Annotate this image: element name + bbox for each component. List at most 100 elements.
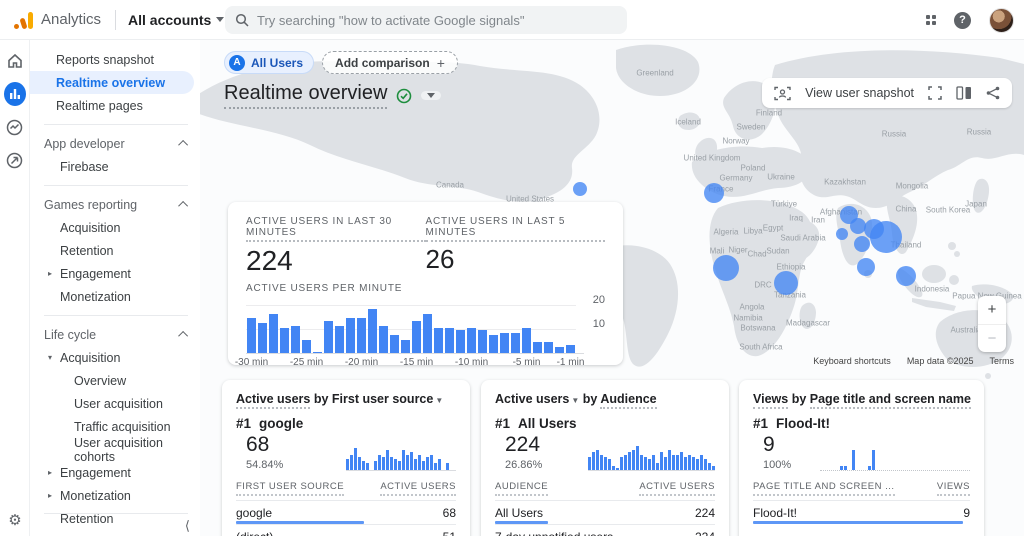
rank-value-row: 224 26.86%	[495, 433, 715, 471]
sidebar-item-overview[interactable]: Overview	[30, 369, 200, 392]
nav-section-app-developer[interactable]: App developer	[30, 132, 200, 155]
map-label-indonesia: Indonesia	[914, 284, 950, 294]
zoom-in-button[interactable]: +	[987, 301, 997, 319]
minute-bar	[280, 328, 289, 355]
analytics-logo-icon[interactable]	[14, 11, 33, 30]
sidebar-item-label: Reports snapshot	[56, 52, 154, 67]
table-row[interactable]: All Users 224	[495, 500, 715, 524]
sidebar-item-firebase[interactable]: Firebase	[30, 155, 200, 178]
help-icon[interactable]: ?	[954, 11, 971, 29]
add-comparison-button[interactable]: Add comparison +	[322, 51, 458, 74]
sidebar-item-monetization[interactable]: Monetization	[30, 285, 200, 308]
spark-bar	[868, 465, 871, 470]
card-title[interactable]: Views by Page title and screen name	[753, 392, 971, 409]
metric-5min-value: 26	[425, 244, 455, 274]
left-rail: ⚙	[0, 40, 30, 536]
zoom-out-button[interactable]: −	[978, 323, 1006, 353]
sidebar-item-user-acquisition[interactable]: User acquisition	[30, 392, 200, 415]
minute-bar	[445, 328, 454, 355]
card-title-part: Audience	[600, 392, 657, 409]
sidebar-item-realtime-overview[interactable]: Realtime overview	[30, 71, 194, 94]
spark-bar	[640, 454, 643, 470]
spark-bar	[430, 454, 433, 470]
row-value-bar	[495, 521, 548, 524]
home-icon[interactable]	[4, 50, 26, 72]
map-label-mongolia: Mongolia	[895, 181, 929, 191]
sidebar-item-engagement[interactable]: ▸ Engagement	[30, 262, 200, 285]
metric-30min-label: ACTIVE USERS IN LAST 30 MINUTES	[246, 216, 426, 242]
collapse-sidebar-icon[interactable]: ⟨	[184, 518, 190, 533]
table-row[interactable]: (direct) 51	[236, 524, 456, 536]
spark-bar	[652, 454, 655, 470]
card-first-user-source: Active users by First user source ▼ #1 goog…	[222, 380, 470, 536]
comparison-chips: A All Users Add comparison +	[224, 51, 458, 74]
chevron-down-icon[interactable]: ▼	[435, 396, 444, 405]
sidebar-item-realtime-pages[interactable]: Realtime pages	[30, 94, 200, 117]
spark-bar	[608, 459, 611, 470]
minute-bar	[555, 347, 564, 355]
table-header[interactable]: VIEWS	[936, 481, 970, 496]
table-row[interactable]: 7-day unnotified users 224	[495, 524, 715, 536]
view-user-snapshot-label[interactable]: View user snapshot	[805, 86, 914, 100]
search-input[interactable]	[257, 12, 617, 28]
account-selector[interactable]: All accounts	[128, 12, 225, 28]
search-bar[interactable]	[225, 6, 627, 34]
spark-bar	[350, 454, 353, 470]
sidebar-item-reports-snapshot[interactable]: Reports snapshot	[30, 48, 200, 71]
x-tick-label: -10 min	[454, 357, 489, 369]
sidebar-item-label: Realtime pages	[56, 98, 143, 113]
spark-bar	[628, 452, 631, 470]
gear-icon[interactable]: ⚙	[8, 512, 22, 529]
keyboard-shortcuts-link[interactable]: Keyboard shortcuts	[813, 356, 891, 366]
avatar[interactable]	[989, 7, 1014, 33]
table-row[interactable]: google 68	[236, 500, 456, 524]
table-header[interactable]: ACTIVE USERS	[380, 481, 456, 496]
sidebar-item-monetization[interactable]: ▸ Monetization	[30, 484, 200, 507]
realtime-metrics-card: ACTIVE USERS IN LAST 30 MINUTES 224 ACTI…	[228, 202, 623, 369]
map-label-russia: Russia	[881, 129, 907, 139]
metric-30min-value: 224	[246, 245, 293, 276]
advertising-icon[interactable]	[4, 149, 26, 171]
nav-section-life-cycle[interactable]: Life cycle	[30, 323, 200, 346]
fullscreen-icon[interactable]	[928, 86, 942, 100]
sidebar-item-retention[interactable]: Retention	[30, 239, 200, 262]
spark-bar	[362, 461, 365, 470]
share-icon[interactable]	[986, 86, 1000, 100]
table-header[interactable]: AUDIENCE	[495, 481, 549, 496]
apps-grid-icon[interactable]	[925, 14, 936, 26]
minute-bar	[467, 328, 476, 355]
main-panel: Greenland Iceland Canada United States Unite…	[200, 40, 1024, 536]
explore-icon[interactable]	[4, 116, 26, 138]
card-title[interactable]: Active users ▼ by Audience	[495, 392, 715, 409]
map-label-mali: Mali	[709, 246, 725, 256]
all-users-chip[interactable]: A All Users	[224, 51, 315, 74]
card-title[interactable]: Active users by First user source ▼	[236, 392, 456, 409]
map-label-greenland: Greenland	[636, 68, 674, 78]
logo-bar-short	[19, 16, 28, 30]
device-compare-icon[interactable]	[956, 86, 972, 100]
add-comparison-label: Add comparison	[335, 55, 430, 70]
sidebar-item-acquisition[interactable]: ▾ Acquisition	[30, 346, 200, 369]
table-header[interactable]: FIRST USER SOURCE	[236, 481, 345, 496]
sidebar-item-engagement[interactable]: ▸ Engagement	[30, 461, 200, 484]
table-header[interactable]: ACTIVE USERS	[639, 481, 715, 496]
nav-section-games-reporting[interactable]: Games reporting	[30, 193, 200, 216]
chevron-down-icon[interactable]: ▼	[571, 396, 580, 405]
table-header[interactable]: PAGE TITLE AND SCREEN ...	[753, 481, 895, 496]
sidebar-item-retention[interactable]: Retention	[30, 507, 200, 530]
sidebar-item-user-acquisition-cohorts[interactable]: User acquisition cohorts	[30, 436, 200, 464]
chart-plot-area	[246, 302, 576, 355]
sidebar-item-acquisition[interactable]: Acquisition	[30, 216, 200, 239]
map-data-label: Map data ©2025	[906, 356, 974, 366]
rank-name: google	[259, 416, 304, 431]
terms-link[interactable]: Terms	[989, 356, 1015, 366]
map-label-angola: Angola	[739, 302, 765, 312]
reports-icon-active[interactable]	[3, 82, 26, 106]
title-menu-button[interactable]	[421, 91, 442, 100]
user-snapshot-icon[interactable]	[774, 86, 791, 101]
sidebar-item-traffic-acquisition[interactable]: Traffic acquisition	[30, 415, 200, 438]
minute-bar	[566, 344, 575, 355]
table-row[interactable]: Flood-It! 9	[753, 500, 970, 524]
sparkline-chart	[346, 445, 456, 471]
map-label-china: China	[895, 204, 917, 214]
